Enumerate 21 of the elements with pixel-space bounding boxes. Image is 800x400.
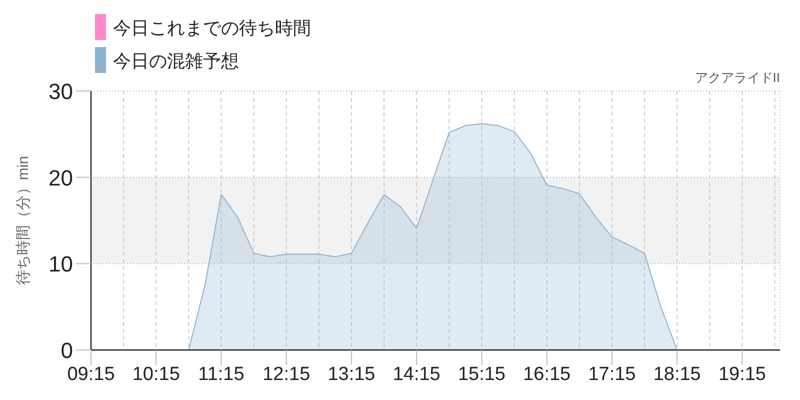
x-tick-label: 15:15 (458, 364, 506, 385)
legend-item: 今日これまでの待ち時間 (95, 14, 311, 40)
x-tick-label: 18:15 (653, 364, 701, 385)
x-tick-label: 10:15 (132, 364, 180, 385)
y-tick-label: 20 (48, 165, 73, 190)
x-tick-label: 13:15 (328, 364, 376, 385)
legend-item: 今日の混雑予想 (95, 47, 239, 73)
x-tick-label: 17:15 (588, 364, 636, 385)
y-axis-title: 待ち時間（分）min (15, 156, 32, 286)
x-tick-label: 12:15 (262, 364, 310, 385)
x-tick-label: 14:15 (392, 364, 440, 385)
legend-label: 今日これまでの待ち時間 (113, 18, 311, 38)
x-tick-label: 19:15 (718, 364, 766, 385)
legend-label: 今日の混雑予想 (113, 51, 239, 71)
chart-title: アクアライドII (694, 70, 780, 85)
y-tick-label: 10 (48, 252, 73, 277)
x-tick-label: 11:15 (198, 364, 244, 385)
y-tick-label: 30 (48, 79, 73, 104)
y-tick-label: 0 (60, 338, 73, 363)
x-tick-label: 16:15 (523, 364, 571, 385)
x-tick-label: 09:15 (67, 364, 115, 385)
